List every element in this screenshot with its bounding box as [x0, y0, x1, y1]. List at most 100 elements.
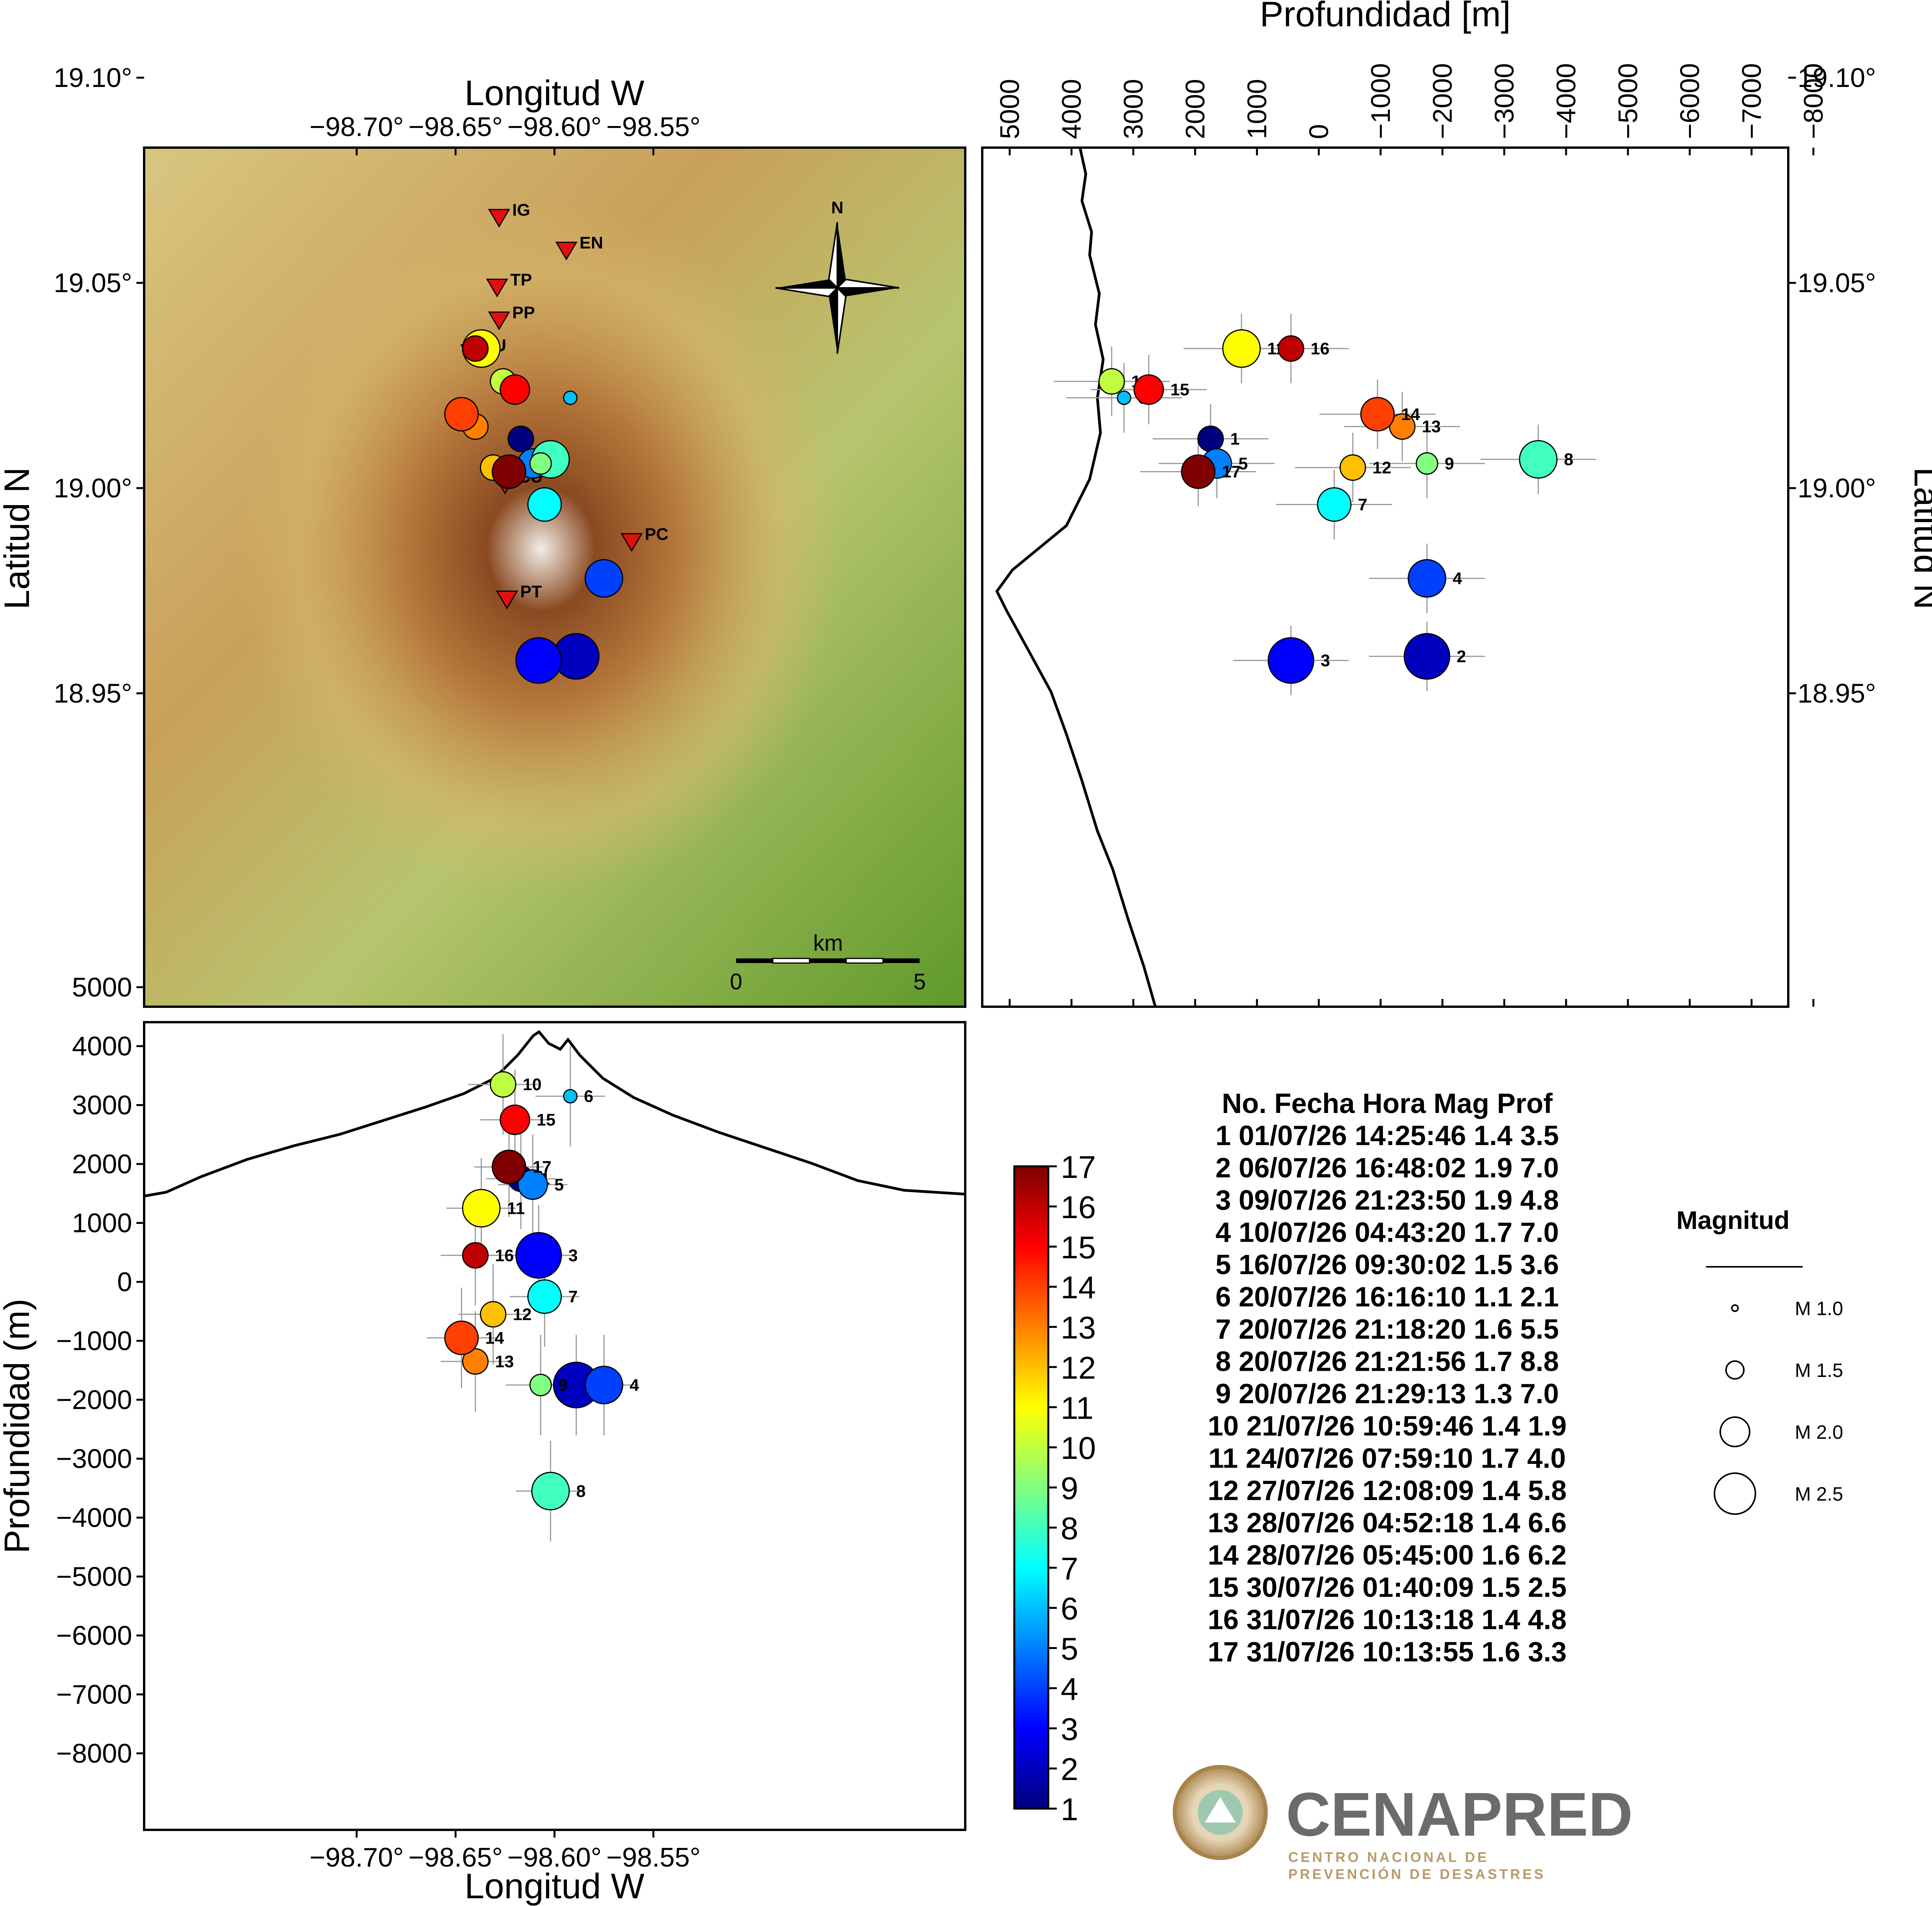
colorbar-tick-label: 17 [1061, 1150, 1096, 1185]
lon-depth-event-label-11: 11 [507, 1199, 525, 1218]
legend-title: Magnitud [1676, 1206, 1789, 1234]
logo-triangle-icon [1205, 1797, 1236, 1823]
depth-lat-event-label-5: 5 [1238, 454, 1248, 473]
lon-depth-event-label-5: 5 [554, 1175, 564, 1194]
depth-lat-x-tick-label: 5000 [995, 79, 1025, 139]
table-row: 14 28/07/26 05:45:00 1.6 6.2 [1208, 1540, 1567, 1571]
lon-depth-y-tick-label: −1000 [56, 1326, 132, 1356]
colorbar-tick-label: 10 [1061, 1431, 1096, 1466]
depth-lat-event-10 [1098, 368, 1125, 395]
table-row: 6 20/07/26 16:16:10 1.1 2.1 [1216, 1282, 1559, 1313]
depth-lat-event-6 [1117, 390, 1131, 405]
depth-lat-x-tick-label: −3000 [1489, 63, 1519, 139]
depth-lat-background [982, 148, 1788, 1007]
colorbar-tick-label: 6 [1061, 1591, 1078, 1627]
map-ylabel: Latitud N [0, 467, 37, 609]
depth-lat-y-tick-label: 18.95° [1798, 678, 1876, 708]
north-label: N [831, 198, 844, 217]
colorbar-gradient [1013, 1165, 1049, 1810]
depth-lat-x-tick-label: 1000 [1242, 79, 1272, 139]
lon-depth-event-label-8: 8 [576, 1482, 585, 1501]
table-header: No. Fecha Hora Mag Prof [1222, 1088, 1553, 1119]
lon-depth-event-3 [515, 1232, 562, 1279]
depth-lat-event-label-2: 2 [1457, 647, 1466, 666]
lon-depth-event-label-14: 14 [485, 1329, 504, 1348]
depth-lat-event-label-17: 17 [1222, 463, 1241, 482]
lon-depth-event-9 [529, 1373, 552, 1396]
north-arrow-icon [775, 222, 900, 354]
map-event-15 [500, 374, 531, 405]
lon-depth-event-14 [444, 1321, 479, 1355]
lon-depth-event-label-16: 16 [495, 1246, 514, 1265]
lon-depth-y-ticks: 5000 4000 3000 2000 1000 0 −1000 −2000 −3000 −400… [56, 972, 144, 1768]
lon-depth-y-tick-label: −2000 [56, 1385, 132, 1415]
station-marker-TP [486, 279, 509, 298]
map-y-tick-label: 19.05° [54, 268, 132, 298]
table-row: 15 30/07/26 01:40:09 1.5 2.5 [1208, 1572, 1567, 1603]
legend-label: M 1.5 [1795, 1360, 1843, 1381]
depth-lat-event-label-7: 7 [1358, 495, 1367, 514]
depth-lat-event-label-3: 3 [1321, 651, 1330, 670]
depth-lat-x-tick-label: 3000 [1118, 79, 1148, 139]
table-rows: 1 01/07/26 14:25:46 1.4 3.52 06/07/26 16… [1208, 1120, 1567, 1668]
lon-depth-event-7 [527, 1279, 562, 1314]
legend-circle-icon [1725, 1360, 1745, 1380]
lon-depth-event-label-3: 3 [568, 1246, 578, 1265]
depth-lat-y-tick-label: 19.00° [1798, 473, 1876, 503]
depth-lat-event-8 [1519, 440, 1558, 479]
depth-lat-event-9 [1415, 452, 1439, 475]
legend-items: M 1.0 M 1.5 M 2.0 M 2.5 [1714, 1298, 1843, 1515]
map-x-tick-label: −98.65° [408, 112, 503, 142]
cenapred-logo: CENAPRED CENTRO NACIONAL DE PREVENCIÓN D… [1173, 1765, 1633, 1882]
depth-lat-ylabel: Latitud N [1907, 467, 1932, 609]
map-y-tick-label: 19.10° [54, 63, 132, 93]
depth-lat-event-7 [1317, 487, 1352, 522]
lon-depth-event-label-10: 10 [523, 1075, 542, 1094]
station-marker-PC [621, 533, 643, 552]
map-event-9 [529, 452, 552, 475]
lon-depth-y-tick-label: 4000 [72, 1031, 132, 1061]
depth-lat-x-tick-label: −7000 [1736, 63, 1767, 139]
map-y-tick-label: 18.95° [54, 678, 132, 708]
depth-lat-event-label-1: 1 [1230, 430, 1240, 449]
lon-depth-event-label-17: 17 [532, 1158, 551, 1177]
colorbar-tick-label: 16 [1061, 1190, 1096, 1225]
lon-depth-y-tick-label: 5000 [72, 972, 132, 1002]
table-row: 7 20/07/26 21:18:20 1.6 5.5 [1216, 1314, 1559, 1345]
lon-depth-event-10 [490, 1071, 517, 1098]
lon-depth-y-tick-label: −6000 [56, 1620, 132, 1651]
map-x-tick-label: −98.55° [606, 112, 701, 142]
colorbar-tick-label: 8 [1061, 1511, 1078, 1546]
lon-depth-x-tick-label: −98.60° [507, 1842, 602, 1872]
lon-depth-event-5 [517, 1169, 548, 1200]
depth-lat-event-15 [1133, 374, 1164, 405]
lon-depth-y-tick-label: −8000 [56, 1738, 132, 1768]
lon-depth-y-tick-label: 2000 [72, 1149, 132, 1179]
depth-lat-x-tick-label: −5000 [1613, 63, 1643, 139]
colorbar-tick-label: 13 [1061, 1310, 1096, 1346]
depth-lat-event-label-15: 15 [1170, 380, 1189, 399]
table-row: 12 27/07/26 12:08:09 1.4 5.8 [1208, 1475, 1567, 1506]
lon-depth-ylabel: Profundidad (m) [0, 1298, 37, 1554]
lon-depth-event-label-12: 12 [513, 1305, 532, 1324]
depth-lat-event-label-9: 9 [1445, 454, 1454, 473]
legend-circle-icon [1714, 1472, 1756, 1515]
volcano-relief [240, 201, 842, 897]
map-x-tick-label: −98.70° [310, 112, 404, 142]
logo-name: CENAPRED [1286, 1780, 1633, 1849]
lon-depth-event-16 [462, 1242, 489, 1269]
lon-depth-xlabel: Longitud W [464, 1867, 645, 1906]
depth-lat-event-label-13: 13 [1422, 417, 1441, 436]
depth-lat-event-label-8: 8 [1564, 450, 1573, 469]
depth-lat-event-label-4: 4 [1452, 569, 1462, 588]
map-x-tick-label: −98.60° [507, 112, 602, 142]
depth-lat-x-tick-label: 4000 [1056, 79, 1087, 139]
lon-depth-event-4 [585, 1365, 623, 1404]
lon-depth-event-17 [492, 1149, 526, 1184]
depth-lat-y-tick-label: 19.10° [1798, 63, 1876, 93]
station-label-IG: IG [512, 201, 530, 220]
